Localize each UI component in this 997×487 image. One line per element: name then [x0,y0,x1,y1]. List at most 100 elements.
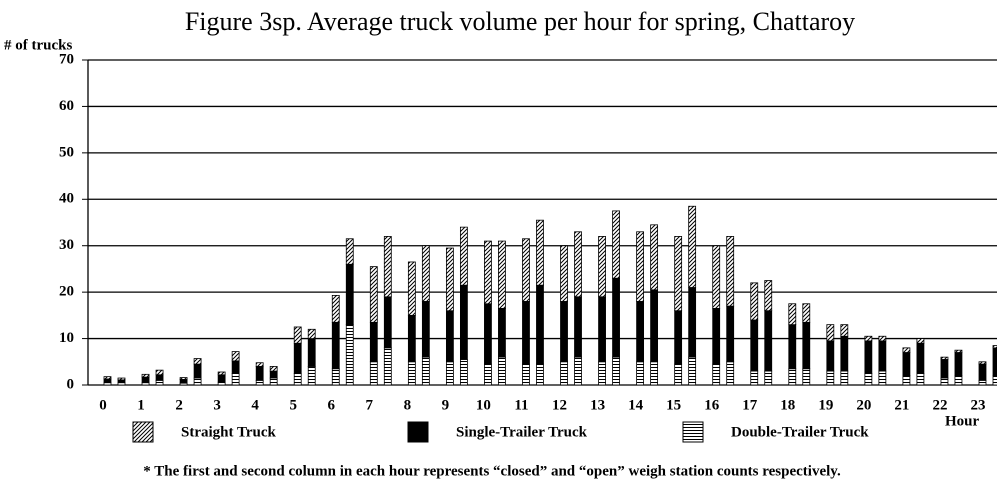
bar-segment [155,379,164,386]
bar-segment [331,321,340,370]
bar-segment [978,361,987,365]
bar-segment [992,347,997,377]
bar-segment [712,363,721,386]
bar-segment [345,263,354,326]
bar-segment [484,240,492,305]
bar-segment [826,370,835,386]
bar-segment [445,361,454,386]
bar-segment [598,361,606,386]
y-tick-label: 50 [59,144,74,160]
bar-segment [217,381,226,386]
bar-segment [255,379,264,386]
bar-segment [484,303,492,365]
bar-segment [536,363,544,386]
bar-segment [231,360,240,374]
bar-segment [688,205,697,288]
bar-segment [674,310,683,365]
bar-segment [902,375,911,386]
bar-segment [916,342,925,374]
bar-segment [978,379,987,386]
bar-segment [560,301,568,363]
bar-segment [141,376,150,384]
bar-segment [840,335,849,372]
bar-segment [498,356,506,386]
bar-segment [522,238,530,302]
bar-segment [878,340,887,372]
bar-segment [954,352,963,377]
legend-label: Double-Trailer Truck [731,424,869,440]
bar-segment [674,363,683,386]
x-tick-label: 21 [894,397,909,413]
x-tick-label: 23 [971,397,986,413]
x-tick-label: 16 [704,397,720,413]
bar-segment [345,324,354,386]
bar-segment [992,345,997,349]
y-tick-label: 60 [59,98,74,114]
bar-segment [878,335,887,342]
bar-segment [726,236,735,307]
legend-label: Single-Trailer Truck [456,424,588,440]
bar-segment [293,372,302,386]
bar-segment [864,335,873,342]
bar-segment [750,319,759,372]
bar-segment [902,352,911,377]
bar-segment [255,362,264,367]
x-tick-label: 13 [590,397,605,413]
bar-segment [231,351,240,362]
legend-swatch [682,421,704,443]
bar-segment [498,240,506,309]
bar-segment [992,375,997,386]
bar-segment [688,356,697,386]
bar-segment [954,349,963,353]
bar-segment [459,284,468,360]
bar-segment [407,314,416,363]
bar-segment [307,338,316,367]
bar-segment [155,369,164,376]
bar-segment [712,245,721,309]
bar-segment [826,340,835,372]
bar-segment [459,359,468,386]
bar-segment [217,371,226,376]
bar-segment [407,261,416,316]
y-tick-label: 30 [59,237,74,253]
bar-segment [674,236,683,312]
bar-segment [826,324,835,342]
x-tick-label: 18 [780,397,795,413]
bar-segment [269,366,278,372]
bar-segment [369,361,378,386]
bar-segment [940,356,949,360]
bar-segment [155,374,164,381]
bar-segment [612,277,620,358]
bar-segment [636,301,645,363]
bar-segment [650,361,659,386]
bar-segment [560,245,568,302]
bar-segment [269,377,278,386]
bar-segment [916,338,925,344]
bar-segment [383,296,392,349]
bar-segment [193,377,202,386]
bar-segment [574,356,582,386]
bar-segment [331,368,340,386]
bar-segment [574,296,582,358]
x-tick-label: 9 [442,397,450,413]
bar-segment [345,238,354,265]
bar-segment [421,356,430,386]
bar-segment [117,379,126,384]
bar-segment [103,376,112,380]
bar-segment [688,287,697,358]
legend-swatch [407,421,429,443]
bar-segment [864,340,873,374]
bar-segment [560,361,568,386]
y-tick-label: 10 [59,330,74,346]
bar-segment [940,359,949,379]
bar-segment [802,368,811,386]
bar-segment [750,282,759,321]
x-tick-label: 19 [818,397,833,413]
bar-segment [916,372,925,386]
bar-segment [445,310,454,363]
bar-segment [764,280,773,312]
bar-segment [522,363,530,386]
footnote: * The first and second column in each ho… [143,463,841,479]
bar-segment [498,307,506,358]
bar-segment [293,342,302,374]
